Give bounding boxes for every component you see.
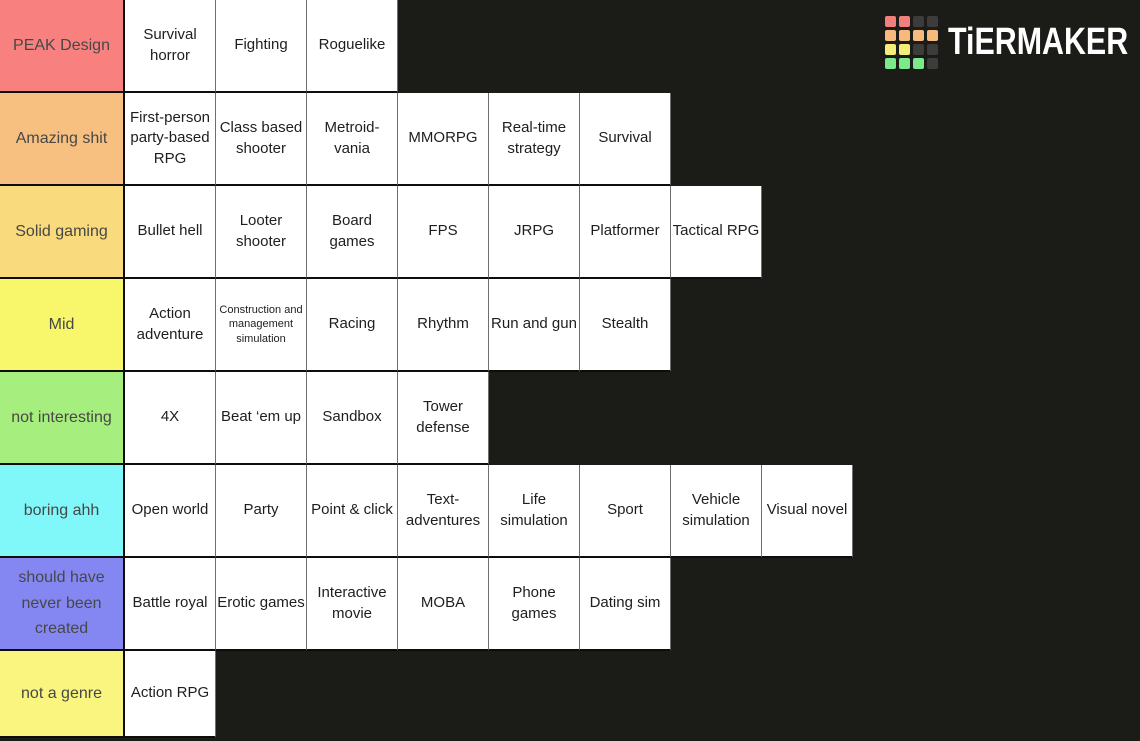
- logo-square: [927, 44, 938, 55]
- logo-square: [899, 58, 910, 69]
- tier-label[interactable]: boring ahh: [0, 465, 125, 558]
- tier-item[interactable]: Platformer: [580, 186, 671, 279]
- logo-square: [927, 30, 938, 41]
- tier-item[interactable]: Racing: [307, 279, 398, 372]
- tier-item[interactable]: First-person party-based RPG: [125, 93, 216, 186]
- tier-item[interactable]: Visual novel: [762, 465, 853, 558]
- tier-item[interactable]: Fighting: [216, 0, 307, 93]
- tier-item[interactable]: MMORPG: [398, 93, 489, 186]
- tier-label[interactable]: Mid: [0, 279, 125, 372]
- tier-label[interactable]: PEAK Design: [0, 0, 125, 93]
- tier-item[interactable]: Real-time strategy: [489, 93, 580, 186]
- tier-item[interactable]: MOBA: [398, 558, 489, 651]
- tier-item[interactable]: Erotic games: [216, 558, 307, 651]
- tier-item[interactable]: Text-adventures: [398, 465, 489, 558]
- logo-square: [913, 30, 924, 41]
- logo-square: [913, 58, 924, 69]
- brand-wordmark: TiERMAKER: [948, 21, 1129, 63]
- logo-square: [885, 30, 896, 41]
- logo-square: [927, 16, 938, 27]
- tier-item[interactable]: Action adventure: [125, 279, 216, 372]
- tier-item[interactable]: Party: [216, 465, 307, 558]
- logo-square: [913, 44, 924, 55]
- tier-list: PEAK Design Survival horror Fighting Rogue…: [0, 0, 853, 738]
- tier-item[interactable]: Sandbox: [307, 372, 398, 465]
- tier-item[interactable]: Dating sim: [580, 558, 671, 651]
- tier-label[interactable]: should have never been created: [0, 558, 125, 651]
- logo-square: [927, 58, 938, 69]
- logo-square: [899, 44, 910, 55]
- logo-square: [885, 16, 896, 27]
- logo-square: [899, 16, 910, 27]
- tier-row: Solid gaming Bullet hell Looter shooter Bo…: [0, 186, 853, 279]
- tier-row: Amazing shit First-person party-based RP…: [0, 93, 853, 186]
- tiermaker-grid-icon: [885, 16, 938, 69]
- tier-item[interactable]: Metroid-vania: [307, 93, 398, 186]
- logo-square: [885, 44, 896, 55]
- tier-item[interactable]: Action RPG: [125, 651, 216, 738]
- tier-row: boring ahh Open world Party Point & click T…: [0, 465, 853, 558]
- tier-item[interactable]: FPS: [398, 186, 489, 279]
- tier-item[interactable]: Survival: [580, 93, 671, 186]
- tier-item[interactable]: Tower defense: [398, 372, 489, 465]
- tier-item[interactable]: Open world: [125, 465, 216, 558]
- tier-item[interactable]: Construction and management simulation: [216, 279, 307, 372]
- tier-row: Mid Action adventure Construction and man…: [0, 279, 853, 372]
- tier-label[interactable]: not interesting: [0, 372, 125, 465]
- tier-item[interactable]: Life simulation: [489, 465, 580, 558]
- tier-row: not interesting 4X Beat ‘em up Sandbox Towe…: [0, 372, 853, 465]
- tier-label[interactable]: not a genre: [0, 651, 125, 738]
- tier-item[interactable]: Board games: [307, 186, 398, 279]
- tier-item[interactable]: Roguelike: [307, 0, 398, 93]
- tier-item[interactable]: Battle royal: [125, 558, 216, 651]
- tier-item[interactable]: Looter shooter: [216, 186, 307, 279]
- tier-item[interactable]: Stealth: [580, 279, 671, 372]
- logo-square: [885, 58, 896, 69]
- tier-item[interactable]: Interactive movie: [307, 558, 398, 651]
- tier-label[interactable]: Amazing shit: [0, 93, 125, 186]
- tier-item[interactable]: Bullet hell: [125, 186, 216, 279]
- tier-item[interactable]: Point & click: [307, 465, 398, 558]
- tier-item[interactable]: Tactical RPG: [671, 186, 762, 279]
- tier-row: should have never been created Battle ro…: [0, 558, 853, 651]
- tier-item[interactable]: 4X: [125, 372, 216, 465]
- logo-square: [899, 30, 910, 41]
- tier-item[interactable]: Beat ‘em up: [216, 372, 307, 465]
- tier-item[interactable]: Phone games: [489, 558, 580, 651]
- tier-item[interactable]: Rhythm: [398, 279, 489, 372]
- tier-item[interactable]: JRPG: [489, 186, 580, 279]
- tier-item[interactable]: Survival horror: [125, 0, 216, 93]
- tier-row: PEAK Design Survival horror Fighting Rogue…: [0, 0, 853, 93]
- tiermaker-logo[interactable]: TiERMAKER: [885, 16, 1129, 69]
- tier-item[interactable]: Class based shooter: [216, 93, 307, 186]
- tier-item[interactable]: Vehicle simulation: [671, 465, 762, 558]
- logo-square: [913, 16, 924, 27]
- tier-label[interactable]: Solid gaming: [0, 186, 125, 279]
- tier-item[interactable]: Run and gun: [489, 279, 580, 372]
- tier-item[interactable]: Sport: [580, 465, 671, 558]
- tier-row: not a genre Action RPG: [0, 651, 853, 738]
